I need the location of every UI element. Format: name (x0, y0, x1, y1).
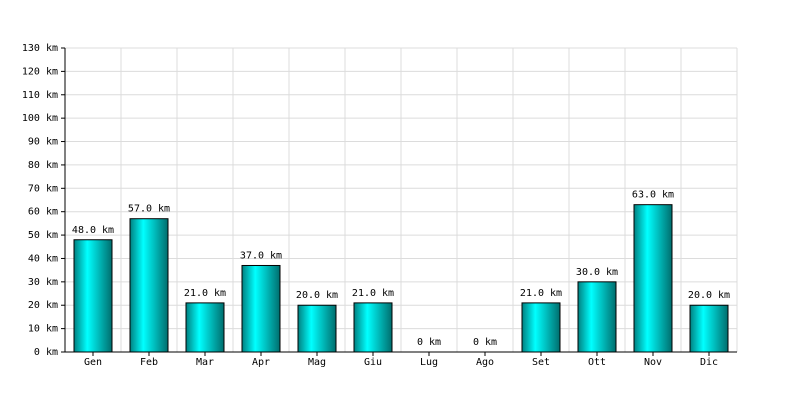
y-tick-label: 90 km (28, 137, 58, 148)
x-tick-label: Nov (644, 357, 662, 368)
data-label: 0 km (473, 337, 497, 348)
bar (633, 204, 673, 353)
y-tick-label: 130 km (22, 43, 58, 54)
x-tick-label: Lug (420, 357, 438, 368)
y-tick-label: 110 km (22, 90, 58, 101)
data-label: 37.0 km (240, 250, 282, 261)
data-label: 30.0 km (576, 267, 618, 278)
y-tick-label: 70 km (28, 183, 58, 194)
x-tick-label: Mag (308, 357, 326, 368)
y-tick-label: 120 km (22, 66, 58, 77)
bar (297, 304, 337, 353)
y-tick-label: 100 km (22, 113, 58, 124)
data-label: 21.0 km (520, 288, 562, 299)
x-tick-label: Apr (252, 357, 270, 368)
data-label: 21.0 km (352, 288, 394, 299)
x-tick-label: Ago (476, 357, 494, 368)
data-label: 57.0 km (128, 204, 170, 215)
x-tick-label: Ott (588, 357, 606, 368)
y-tick-label: 80 km (28, 160, 58, 171)
bar (577, 281, 617, 353)
bar (185, 302, 225, 353)
y-tick-label: 50 km (28, 230, 58, 241)
y-tick-label: 40 km (28, 253, 58, 264)
y-tick-label: 10 km (28, 324, 58, 335)
y-tick-label: 20 km (28, 300, 58, 311)
y-tick-label: 0 km (34, 347, 58, 358)
y-tick-label: 60 km (28, 207, 58, 218)
data-label: 20.0 km (296, 290, 338, 301)
data-label: 48.0 km (72, 225, 114, 236)
data-label: 21.0 km (184, 288, 226, 299)
x-tick-label: Gen (84, 357, 102, 368)
bar (73, 239, 113, 353)
data-label: 63.0 km (632, 190, 674, 201)
bar (129, 218, 169, 353)
data-label: 20.0 km (688, 290, 730, 301)
x-tick-label: Mar (196, 357, 214, 368)
y-tick-label: 30 km (28, 277, 58, 288)
bar (353, 302, 393, 353)
x-tick-label: Set (532, 357, 550, 368)
x-tick-label: Feb (140, 357, 158, 368)
bar (241, 264, 281, 353)
bar (689, 304, 729, 353)
bar (521, 302, 561, 353)
x-tick-label: Dic (700, 357, 718, 368)
x-tick-label: Giu (364, 357, 382, 368)
data-label: 0 km (417, 337, 441, 348)
